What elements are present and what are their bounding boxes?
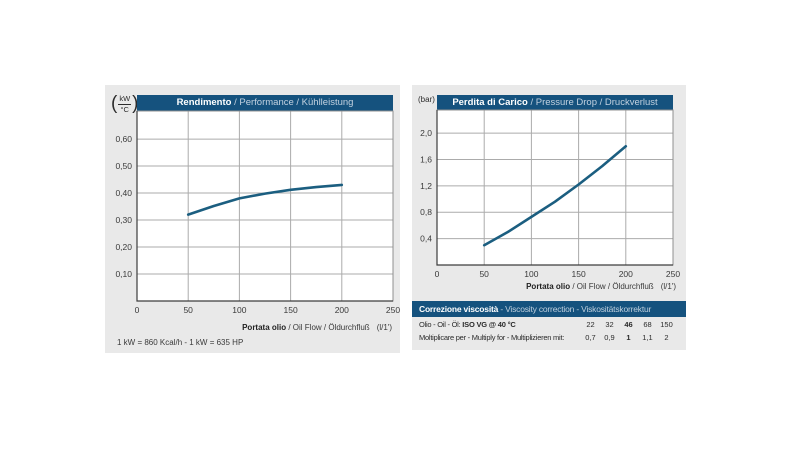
table-row-oil-grade: Olio - Oil - Öl: ISO VG @ 40 °C 22 32 46 68… bbox=[412, 318, 686, 331]
x-tick-label: 250 bbox=[666, 269, 680, 279]
viscosity-value: 68 bbox=[643, 320, 652, 329]
multiplier-label: Moltiplicare per - Multiply for - Multip… bbox=[419, 333, 565, 342]
x-tick-label: 150 bbox=[284, 305, 298, 315]
y-tick-label: 0,50 bbox=[115, 161, 132, 171]
y-tick-label: 0,30 bbox=[115, 215, 132, 225]
chart-title-secondary: / Pressure Drop / Druckverlust bbox=[527, 97, 658, 108]
y-tick-label: 0,40 bbox=[115, 188, 132, 198]
viscosity-value: 2 bbox=[664, 333, 669, 342]
y-tick-label: 1,6 bbox=[420, 154, 432, 164]
fraction-denominator: °C bbox=[120, 104, 129, 114]
y-tick-label: 0,10 bbox=[115, 269, 132, 279]
viscosity-value: 150 bbox=[660, 320, 673, 329]
pressure-drop-chart-panel: (bar) Perdita di Carico / Pressure Drop … bbox=[412, 85, 686, 350]
viscosity-table-header: Correzione viscosità - Viscosity correct… bbox=[412, 301, 686, 317]
chart-title-primary: Perdita di Carico bbox=[452, 97, 528, 108]
chart-title-secondary: / Performance / Kühlleistung bbox=[231, 97, 354, 108]
x-tick-label: 0 bbox=[435, 269, 440, 279]
viscosity-header-primary: Correzione viscosità bbox=[419, 304, 499, 314]
x-tick-label: 150 bbox=[572, 269, 586, 279]
viscosity-value: 22 bbox=[586, 320, 595, 329]
viscosity-value: 1 bbox=[626, 333, 631, 342]
x-axis-unit: (l/1') bbox=[660, 282, 676, 291]
x-axis-label-primary: Portata olio bbox=[526, 282, 571, 291]
axis-lines bbox=[136, 111, 393, 302]
chart-title-performance: Rendimento / Performance / Kühlleistung bbox=[137, 95, 393, 111]
y-tick-label: 0,4 bbox=[420, 234, 432, 244]
fraction-numerator: kW bbox=[118, 93, 132, 105]
plot-background bbox=[437, 110, 673, 265]
x-axis-label-secondary: / Oil Flow / Öldurchfluß bbox=[570, 282, 654, 291]
x-tick-label: 200 bbox=[335, 305, 349, 315]
x-axis-label-secondary: / Oil Flow / Öldurchfluß bbox=[286, 323, 370, 332]
x-tick-label: 0 bbox=[135, 305, 140, 315]
x-tick-label: 50 bbox=[183, 305, 193, 315]
kw-per-c-fraction: kW °C bbox=[118, 93, 132, 114]
y-tick-label: 1,2 bbox=[420, 181, 432, 191]
viscosity-value: 0,7 bbox=[585, 333, 596, 342]
x-tick-label: 100 bbox=[232, 305, 246, 315]
performance-chart-plot: 0 50 100 150 200 250 0,10 0,20 0,30 0,40 0,50 0,60 bbox=[115, 110, 400, 315]
x-axis-unit: (l/1') bbox=[376, 323, 392, 332]
fraction-paren-close: ) bbox=[132, 93, 139, 114]
viscosity-value: 46 bbox=[624, 320, 633, 329]
chart-title-primary: Rendimento bbox=[176, 97, 232, 108]
oil-grade-values: 22 32 46 68 150 bbox=[581, 320, 676, 329]
y-tick-label: 0,20 bbox=[115, 242, 132, 252]
viscosity-header-secondary: - Viscosity correction - Viskositätskorr… bbox=[498, 304, 652, 314]
axis-lines bbox=[436, 110, 673, 266]
x-axis-label: Portata olio / Oil Flow / Öldurchfluß (l/… bbox=[242, 323, 392, 332]
x-tick-label: 100 bbox=[524, 269, 538, 279]
cooling-performance-curve bbox=[186, 183, 344, 216]
oil-grade-label: Olio - Oil - Öl: ISO VG @ 40 °C bbox=[419, 320, 516, 329]
pressure-drop-chart-plot: 0 50 100 150 200 250 0,4 0,8 1,2 1,6 2,0 bbox=[420, 109, 680, 279]
x-tick-label: 200 bbox=[619, 269, 633, 279]
y-axis-unit-kw-per-c: ( kW °C ) bbox=[111, 93, 139, 115]
x-tick-label: 50 bbox=[479, 269, 489, 279]
conversion-note: 1 kW = 860 Kcal/h - 1 kW = 635 HP bbox=[117, 338, 244, 347]
multiplier-values: 0,7 0,9 1 1,1 2 bbox=[581, 333, 676, 342]
viscosity-value: 32 bbox=[605, 320, 614, 329]
table-row-multiplier: Moltiplicare per - Multiply for - Multip… bbox=[412, 331, 686, 344]
y-tick-label: 0,8 bbox=[420, 207, 432, 217]
y-axis-unit-bar: (bar) bbox=[418, 95, 435, 104]
y-tick-label: 2,0 bbox=[420, 128, 432, 138]
x-tick-label: 250 bbox=[386, 305, 400, 315]
x-axis-label: Portata olio / Oil Flow / Öldurchfluß (l/… bbox=[526, 282, 676, 291]
fraction-paren-open: ( bbox=[111, 93, 118, 114]
viscosity-value: 1,1 bbox=[642, 333, 653, 342]
chart-title-pressure-drop: Perdita di Carico / Pressure Drop / Druc… bbox=[437, 95, 673, 110]
plot-background bbox=[137, 111, 393, 301]
y-tick-label: 0,60 bbox=[115, 134, 132, 144]
viscosity-value: 0,9 bbox=[604, 333, 615, 342]
pressure-drop-curve bbox=[482, 145, 628, 247]
viscosity-correction-table: Olio - Oil - Öl: ISO VG @ 40 °C 22 32 46 68… bbox=[412, 318, 686, 344]
x-axis-label-primary: Portata olio bbox=[242, 323, 287, 332]
performance-chart-panel: ( kW °C ) Rendimento / Performance / Küh… bbox=[105, 85, 400, 353]
